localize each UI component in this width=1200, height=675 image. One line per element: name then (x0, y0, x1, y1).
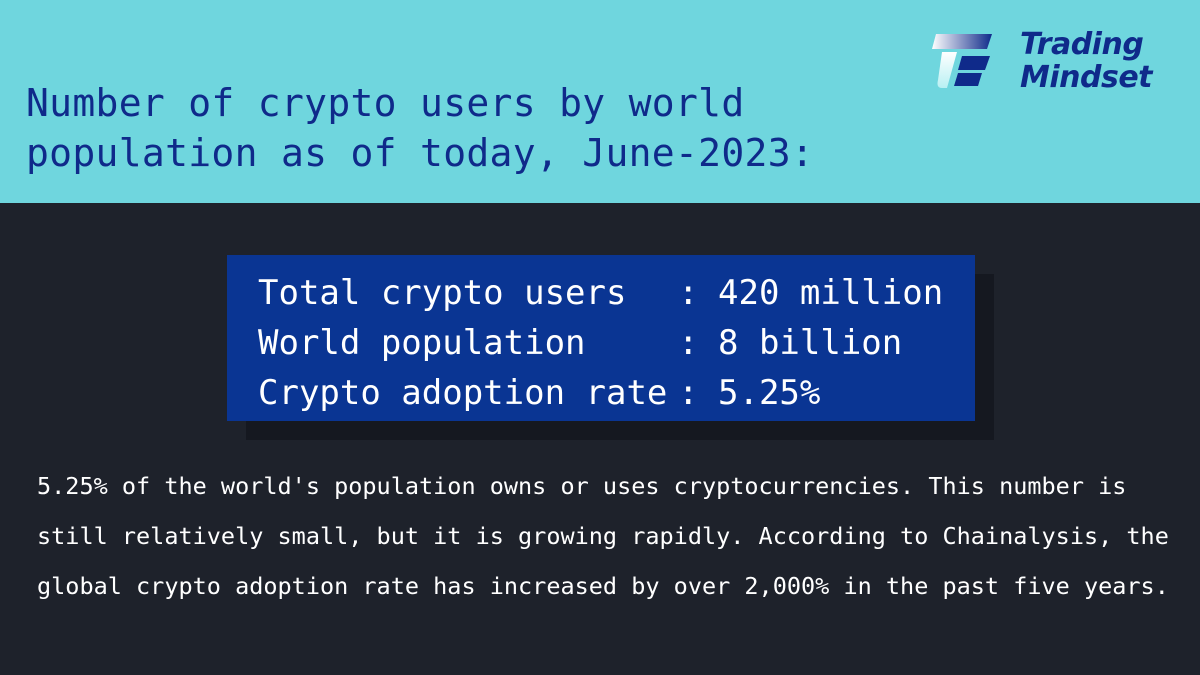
stat-separator: : (678, 273, 699, 313)
header-banner: Number of crypto users by world populati… (0, 0, 1200, 203)
brand-name: Trading Mindset (1020, 27, 1153, 95)
brand-name-line1: Trading (1020, 27, 1144, 62)
page-title: Number of crypto users by world populati… (26, 81, 815, 175)
stat-label: Total crypto users (258, 273, 627, 313)
stat-row-world-population: World population:8 billion (258, 318, 975, 368)
stat-value: 420 million (718, 273, 944, 313)
stat-label: Crypto adoption rate (258, 373, 668, 413)
stat-separator: : (678, 373, 699, 413)
trading-mindset-logo-icon (932, 34, 992, 88)
stat-label: World population (258, 323, 586, 363)
stat-row-adoption-rate: Crypto adoption rate:5.25% (258, 368, 975, 418)
stat-separator: : (678, 323, 699, 363)
brand-logo: Trading Mindset (930, 28, 1180, 98)
stat-row-total-users: Total crypto users:420 million (258, 268, 975, 318)
stat-value: 8 billion (718, 323, 903, 363)
stats-box: Total crypto users:420 million World pop… (227, 255, 975, 421)
brand-name-line2: Mindset (1020, 60, 1153, 95)
description-paragraph: 5.25% of the world's population owns or … (37, 472, 1169, 600)
stat-value: 5.25% (718, 373, 821, 413)
